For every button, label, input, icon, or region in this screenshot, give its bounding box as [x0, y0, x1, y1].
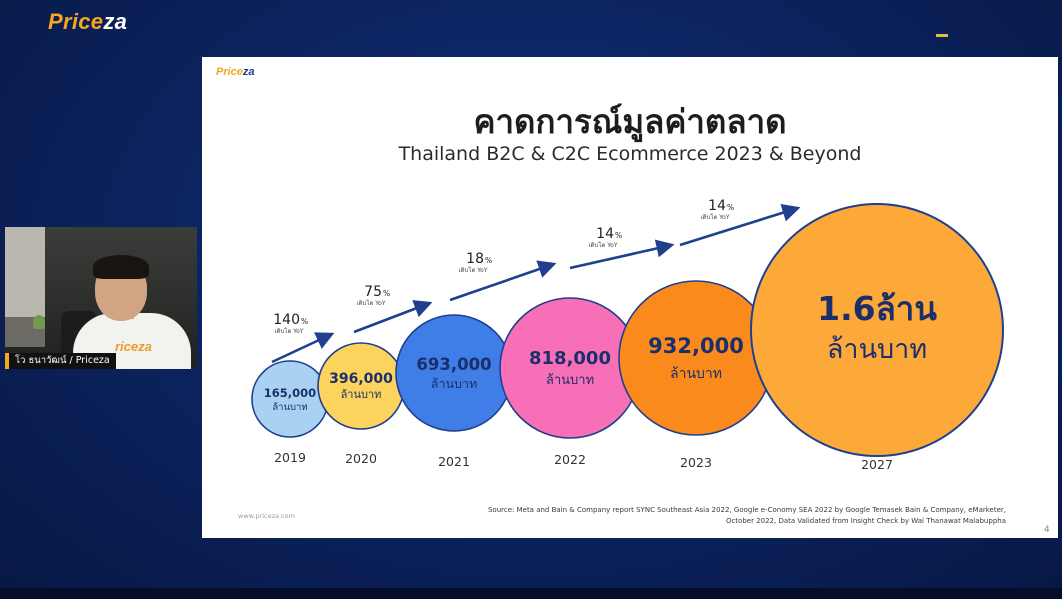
- slide-title: คาดการณ์มูลค่าตลาด: [473, 102, 787, 141]
- bottom-bar: [0, 588, 1062, 599]
- growth-percent-sign: %: [383, 289, 390, 298]
- growth-caption: เติบโต YoY: [589, 241, 618, 249]
- bubble-unit-label: ล้านบาท: [431, 376, 477, 391]
- presenter-hair: [93, 255, 149, 279]
- speaker-name-tag: โว ธนาวัฒน์ / Priceza: [5, 353, 116, 369]
- growth-percent-label: 140: [273, 312, 300, 328]
- year-label: 2027: [861, 457, 893, 472]
- bubble-value-label: 932,000: [648, 334, 744, 358]
- growth-arrow: [353, 300, 433, 334]
- bubble-unit-label: ล้านบาท: [341, 388, 382, 401]
- growth-percent-label: 14: [596, 226, 614, 242]
- growth-arrow: [271, 332, 335, 364]
- slide-logo: Priceza: [216, 66, 255, 78]
- page-number: 4: [1044, 525, 1050, 535]
- year-label: 2021: [438, 454, 470, 469]
- growth-percent-sign: %: [615, 231, 622, 240]
- growth-caption: เติบโต YoY: [701, 213, 730, 221]
- growth-arrow: [449, 260, 557, 302]
- growth-percent-sign: %: [485, 256, 492, 265]
- growth-percent-sign: %: [301, 317, 308, 326]
- growth-percent-label: 75: [364, 284, 382, 300]
- bubble-unit-label: ล้านบาท: [272, 402, 307, 413]
- year-label: 2020: [345, 451, 377, 466]
- year-label: 2022: [554, 452, 586, 467]
- shirt-logo: riceza: [115, 339, 152, 354]
- bubble-unit-label: ล้านบาท: [670, 366, 722, 382]
- bubble-value-label: 165,000: [264, 386, 316, 400]
- bubble-unit-label: ล้านบาท: [546, 373, 594, 388]
- status-indicator: [936, 34, 948, 37]
- bubble-value-label: 818,000: [529, 348, 611, 369]
- bubble-value-label: 1.6ล้าน: [817, 289, 937, 328]
- growth-caption: เติบโต YoY: [357, 299, 386, 307]
- presentation-slide: Priceza คาดการณ์มูลค่าตลาด Thailand B2C …: [202, 57, 1058, 538]
- bubble-value-label: 396,000: [329, 371, 393, 387]
- webcam-feed: riceza: [5, 227, 197, 369]
- growth-caption: เติบโต YoY: [275, 327, 304, 335]
- bubble-2027: [750, 203, 1004, 457]
- bubble-unit-label: ล้านบาท: [827, 334, 927, 365]
- market-bubble-chart: 165,000ล้านบาท2019396,000ล้านบาท2020693,…: [251, 198, 1004, 472]
- growth-percent-label: 14: [708, 198, 726, 214]
- priceza-logo: Priceza: [48, 9, 128, 34]
- source-note: Source: Meta and Bain & Company report S…: [487, 506, 1006, 525]
- plant-image: [33, 315, 45, 329]
- slide-subtitle: Thailand B2C & C2C Ecommerce 2023 & Beyo…: [398, 143, 862, 165]
- growth-percent-sign: %: [727, 203, 734, 212]
- footer-url: www.priceza.com: [238, 512, 295, 520]
- year-label: 2023: [680, 455, 712, 470]
- growth-arrow: [569, 239, 675, 270]
- year-label: 2019: [274, 450, 306, 465]
- bubble-value-label: 693,000: [416, 355, 491, 374]
- bubble-2023: [618, 280, 774, 436]
- growth-arrow: [679, 203, 801, 247]
- growth-percent-label: 18: [466, 251, 484, 267]
- growth-caption: เติบโต YoY: [459, 266, 488, 274]
